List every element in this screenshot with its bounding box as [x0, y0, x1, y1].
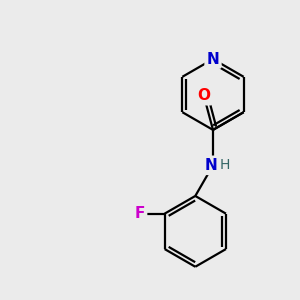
Text: N: N [207, 52, 219, 67]
Text: N: N [204, 158, 217, 173]
Text: O: O [197, 88, 210, 103]
Text: F: F [135, 206, 145, 221]
Text: H: H [219, 158, 230, 172]
